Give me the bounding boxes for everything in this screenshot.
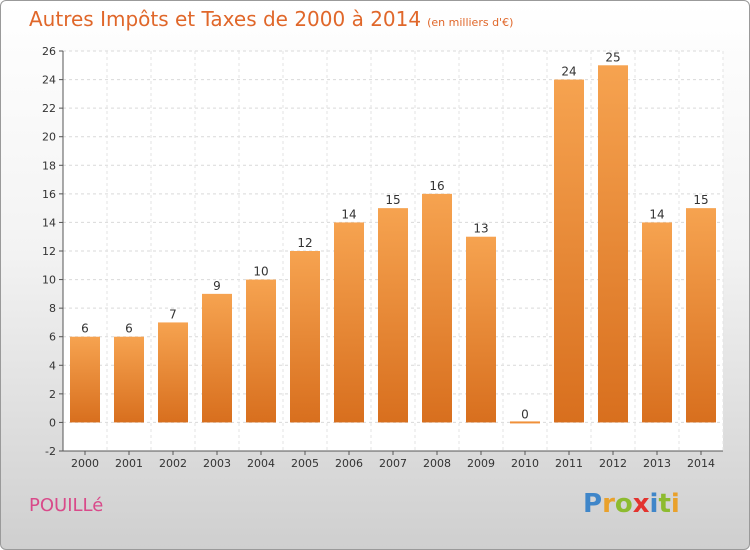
x-tick-label-2006: 2006	[335, 457, 363, 470]
proxiti-logo: Proxiti	[583, 489, 680, 519]
chart-subtitle: (en milliers d'€)	[427, 16, 514, 29]
x-tick-label-2010: 2010	[511, 457, 539, 470]
bar-2010	[510, 421, 540, 424]
x-tick-label-2002: 2002	[159, 457, 187, 470]
bar-2011	[554, 79, 584, 423]
y-tick-label: 6	[49, 331, 56, 344]
x-tick-label-2011: 2011	[555, 457, 583, 470]
y-tick-label: 16	[42, 188, 56, 201]
y-tick-label: 4	[49, 359, 56, 372]
bar-2008	[422, 193, 452, 423]
y-tick-label: 24	[42, 74, 56, 87]
value-label-2003: 9	[213, 279, 221, 293]
logo-letter: x	[632, 489, 650, 519]
x-tick-label-2008: 2008	[423, 457, 451, 470]
x-tick-label-2014: 2014	[687, 457, 715, 470]
value-label-2008: 16	[429, 179, 444, 193]
bar-2009	[466, 236, 496, 423]
logo-letter: o	[614, 489, 633, 519]
y-tick-label: 22	[42, 102, 56, 115]
y-tick-label: 18	[42, 159, 56, 172]
bar-2000	[70, 336, 100, 423]
bar-2006	[334, 222, 364, 423]
bar-2012	[598, 65, 628, 423]
y-tick-label: 14	[42, 216, 56, 229]
logo-letter: i	[670, 489, 680, 519]
x-tick-label-2001: 2001	[115, 457, 143, 470]
y-tick-label: 26	[42, 45, 56, 58]
x-tick-label-2012: 2012	[599, 457, 627, 470]
bar-2003	[202, 293, 232, 423]
bar-2004	[246, 279, 276, 423]
x-tick-label-2009: 2009	[467, 457, 495, 470]
value-label-2012: 25	[605, 50, 620, 64]
chart-title-group: Autres Impôts et Taxes de 2000 à 2014 (en…	[29, 7, 513, 31]
value-label-2009: 13	[473, 222, 488, 236]
bar-2001	[114, 336, 144, 423]
value-label-2010: 0	[521, 407, 529, 421]
logo-letter: t	[658, 489, 671, 519]
x-tick-label-2004: 2004	[247, 457, 275, 470]
value-label-2005: 12	[297, 236, 312, 250]
x-tick-label-2005: 2005	[291, 457, 319, 470]
bar-2005	[290, 251, 320, 423]
bar-2007	[378, 208, 408, 423]
x-tick-label-2000: 2000	[71, 457, 99, 470]
y-tick-label: 10	[42, 274, 56, 287]
chart-title: Autres Impôts et Taxes de 2000 à 2014	[29, 7, 422, 31]
value-label-2007: 15	[385, 193, 400, 207]
value-label-2002: 7	[169, 307, 177, 321]
value-label-2004: 10	[253, 265, 268, 279]
y-tick-label: 12	[42, 245, 56, 258]
logo-letter: P	[583, 489, 603, 519]
y-tick-label: 20	[42, 131, 56, 144]
bar-2013	[642, 222, 672, 423]
bar-2014	[686, 208, 716, 423]
value-label-2011: 24	[561, 65, 576, 79]
bar-2002	[158, 322, 188, 423]
value-label-2001: 6	[125, 322, 133, 336]
x-tick-label-2013: 2013	[643, 457, 671, 470]
value-label-2014: 15	[693, 193, 708, 207]
x-tick-label-2003: 2003	[203, 457, 231, 470]
value-label-2000: 6	[81, 322, 89, 336]
commune-name: POUILLé	[29, 495, 104, 516]
logo-letter: r	[602, 489, 615, 519]
y-tick-label: 8	[49, 302, 56, 315]
value-label-2013: 14	[649, 207, 664, 221]
value-label-2006: 14	[341, 207, 356, 221]
y-tick-label: -2	[45, 445, 56, 458]
logo-letter: i	[649, 489, 659, 519]
y-tick-label: 2	[49, 388, 56, 401]
x-tick-label-2007: 2007	[379, 457, 407, 470]
y-tick-label: 0	[49, 416, 56, 429]
